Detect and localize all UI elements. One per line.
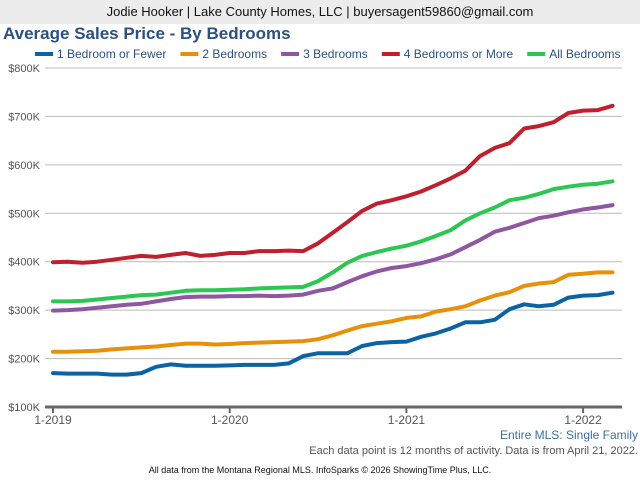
y-tick-label: $300K (8, 305, 40, 317)
series-line-all-bedrooms (51, 179, 615, 304)
legend-label: 4 Bedrooms or More (404, 47, 514, 61)
x-tick-label: 1-2019 (34, 413, 72, 427)
footer-credit: All data from the Montana Regional MLS. … (148, 465, 492, 475)
chart-title: Average Sales Price - By Bedrooms (3, 24, 291, 43)
series-line-2-bedrooms (51, 270, 615, 354)
x-tick-label: 1-2020 (211, 413, 249, 427)
legend-label: 3 Bedrooms (303, 47, 368, 61)
y-tick-label: $200K (8, 354, 40, 366)
legend-label: 2 Bedrooms (202, 47, 267, 61)
y-tick-label: $700K (8, 111, 40, 123)
legend-label: 1 Bedroom or Fewer (57, 47, 166, 61)
y-tick-label: $400K (8, 257, 40, 269)
x-tick-label: 1-2021 (388, 413, 426, 427)
legend-label: All Bedrooms (549, 47, 620, 61)
series-line-1-bedroom-or-fewer (51, 290, 615, 377)
y-tick-label: $600K (8, 160, 40, 172)
series-line-4-bedrooms-or-more (51, 103, 615, 265)
agent-header: Jodie Hooker | Lake County Homes, LLC | … (0, 0, 640, 24)
x-tick-label: 1-2022 (564, 413, 602, 427)
y-tick-label: $800K (8, 63, 40, 75)
y-tick-label: $100K (8, 402, 40, 414)
chart-subtitle: Entire MLS: Single Family (499, 428, 638, 442)
series-line-3-bedrooms (51, 203, 615, 313)
data-note: Each data point is 12 months of activity… (309, 445, 638, 457)
y-tick-label: $500K (8, 208, 40, 220)
